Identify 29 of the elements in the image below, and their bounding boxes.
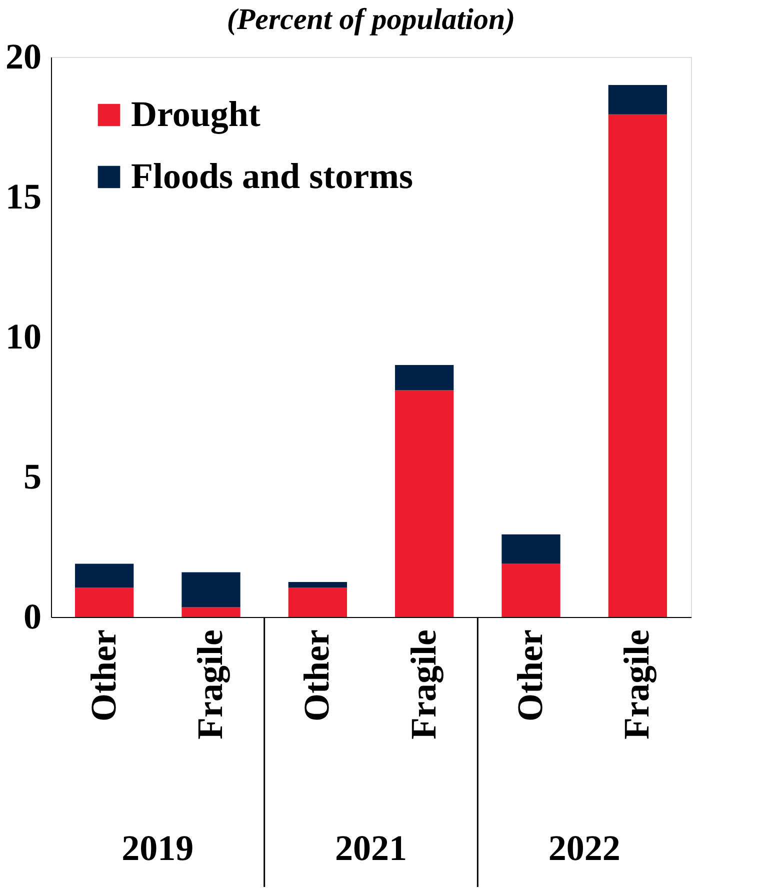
legend-label: Drought (131, 94, 260, 134)
bar (395, 390, 454, 617)
y-tick-label: 20 (6, 36, 42, 76)
y-tick-label: 5 (24, 456, 42, 496)
x-tick-label: Fragile (403, 629, 444, 740)
y-tick-label: 10 (6, 316, 42, 356)
x-tick-label: Other (83, 629, 124, 722)
y-tick-label: 0 (24, 596, 42, 636)
x-tick-label: Fragile (190, 629, 230, 740)
text: 2021 (335, 828, 407, 868)
bar (395, 365, 454, 390)
x-tick-label: Fragile (616, 629, 657, 740)
bar (502, 534, 560, 564)
text: 2019 (122, 828, 194, 868)
bar (182, 607, 240, 617)
bar (502, 564, 560, 617)
legend-label: Floods and storms (131, 156, 414, 196)
bar (288, 588, 347, 617)
x-tick-label: Other (296, 629, 337, 722)
bar (75, 588, 134, 617)
bar (608, 85, 667, 114)
y-tick-label: 15 (6, 176, 42, 216)
bar (288, 582, 347, 588)
x-tick-label: Other (510, 629, 550, 722)
text: 2022 (548, 828, 620, 868)
bar (608, 114, 667, 617)
bar (182, 572, 240, 608)
chart-title: (Percent of population) (226, 3, 516, 36)
bar (75, 564, 134, 588)
